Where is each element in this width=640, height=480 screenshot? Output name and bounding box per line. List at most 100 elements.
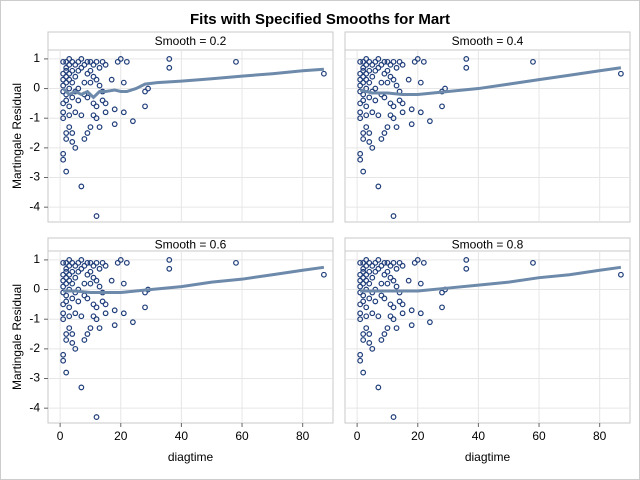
point <box>60 76 67 83</box>
point <box>357 82 364 89</box>
point <box>390 304 397 311</box>
point <box>381 58 388 65</box>
point <box>93 58 100 65</box>
point <box>360 337 367 343</box>
point <box>363 124 370 131</box>
point <box>66 262 73 269</box>
point <box>129 118 136 125</box>
point <box>396 259 403 266</box>
point <box>357 316 364 323</box>
point <box>66 271 73 278</box>
point <box>60 58 67 65</box>
point <box>102 301 109 308</box>
point <box>75 58 82 65</box>
point <box>84 130 91 136</box>
point <box>357 301 364 308</box>
point <box>96 82 103 89</box>
point <box>75 85 82 92</box>
point <box>408 307 415 314</box>
point <box>87 325 94 332</box>
point <box>114 58 121 65</box>
point <box>399 109 406 116</box>
point <box>381 130 388 136</box>
point <box>75 298 82 305</box>
point <box>63 130 70 136</box>
point <box>360 274 367 281</box>
point <box>60 277 67 284</box>
point <box>78 313 85 320</box>
point <box>72 274 79 281</box>
point <box>387 112 394 119</box>
y-tick-label: 0 <box>33 81 40 95</box>
point <box>117 55 124 62</box>
point <box>399 262 406 269</box>
point <box>63 298 70 305</box>
point <box>375 265 382 272</box>
point <box>378 61 385 68</box>
point <box>390 58 397 65</box>
chart-title: Fits with Specified Smooths for Mart <box>190 11 450 28</box>
point <box>63 58 70 65</box>
point <box>96 124 103 131</box>
point <box>69 259 76 266</box>
point <box>357 70 364 77</box>
point <box>357 115 364 122</box>
point <box>63 136 70 142</box>
point <box>111 106 118 113</box>
point <box>363 262 370 269</box>
x-tick-label: 80 <box>593 429 607 443</box>
point <box>166 64 173 71</box>
point <box>390 277 397 284</box>
point <box>66 103 73 110</box>
point <box>372 298 379 305</box>
point <box>99 58 106 65</box>
point <box>369 144 376 151</box>
point <box>384 67 391 74</box>
point <box>363 76 370 83</box>
point <box>69 268 76 275</box>
point <box>87 259 94 266</box>
x-tick-label: 20 <box>114 429 128 443</box>
point <box>381 259 388 266</box>
point <box>142 103 148 110</box>
point <box>360 64 367 71</box>
point <box>393 82 400 89</box>
point <box>96 283 103 290</box>
point <box>81 337 88 343</box>
point <box>69 79 76 86</box>
point <box>60 310 67 317</box>
point <box>399 100 406 107</box>
y-tick-label: -4 <box>29 199 40 213</box>
y-tick-label: -3 <box>29 170 40 184</box>
point <box>463 265 470 272</box>
y-tick-label: -2 <box>29 140 40 154</box>
point <box>90 301 97 308</box>
point <box>399 310 406 317</box>
point <box>60 271 67 278</box>
point <box>372 97 379 104</box>
point <box>72 310 79 317</box>
point <box>166 55 173 62</box>
point <box>378 79 385 86</box>
point <box>360 280 367 287</box>
y-tick-label: -2 <box>29 341 40 355</box>
point <box>75 268 82 275</box>
point <box>93 259 100 266</box>
point <box>387 100 394 107</box>
point <box>387 301 394 308</box>
point <box>75 97 82 104</box>
point <box>618 70 624 77</box>
point <box>81 280 88 287</box>
point <box>369 73 376 80</box>
point <box>66 124 73 131</box>
point <box>63 67 70 74</box>
point <box>66 61 73 68</box>
point <box>84 295 91 302</box>
x-tick-label: 40 <box>472 429 486 443</box>
x-tick-label: 80 <box>296 429 310 443</box>
point <box>357 271 364 278</box>
point <box>69 130 76 136</box>
point <box>357 259 364 266</box>
point <box>381 94 388 101</box>
point <box>117 256 124 263</box>
